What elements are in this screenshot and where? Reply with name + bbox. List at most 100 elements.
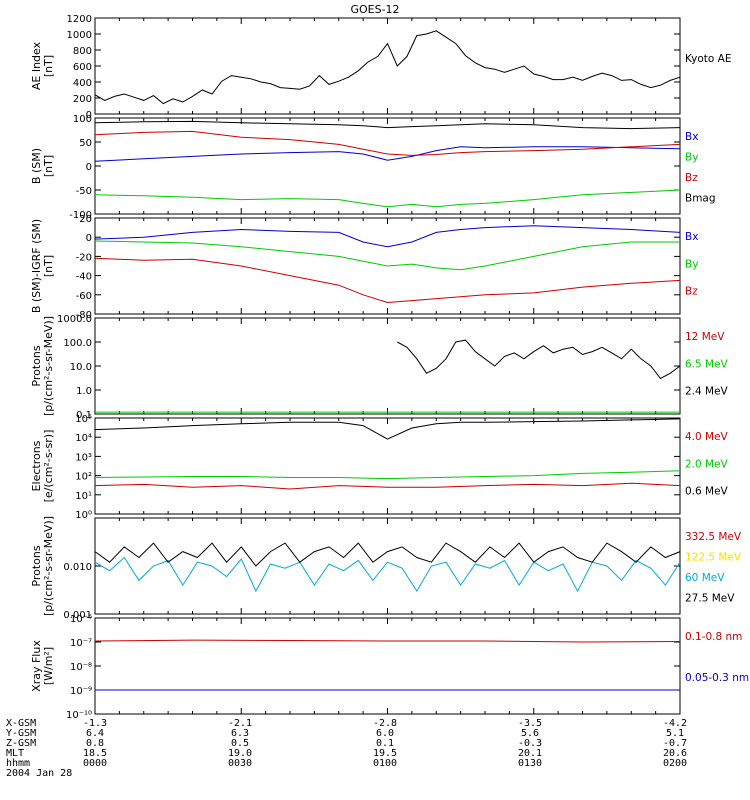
y-tick-label: 1000.0	[57, 314, 92, 325]
y-tick-label: 1.0	[76, 386, 92, 397]
panel-electrons: 10⁰ 10¹ 10² 10³ 10⁴ 10⁵ Electrons [e/(cm²-s-sr)…	[30, 414, 729, 521]
footer-value: 0100	[373, 758, 397, 769]
y-tick-label: 10⁻⁸	[70, 662, 92, 673]
y-tick-label: 400	[73, 78, 92, 89]
legend-entry: Bx	[685, 131, 698, 143]
panel-protons_low: 0.1 1.0 10.0 100.0 1000.0 Protons [p/(cm²-s-sr…	[30, 314, 729, 421]
legend-entry: 2.4 MeV	[685, 386, 729, 398]
series-line-by	[94, 189, 681, 208]
series-line-bz	[94, 130, 681, 156]
footer-value: -3.5	[518, 718, 542, 729]
y-axis-label: [e/(cm²-s-sr)]	[42, 430, 55, 503]
series-line-27-5-mev	[94, 542, 681, 567]
y-axis-label: B (SM)	[30, 148, 43, 184]
footer-value: -0.7	[663, 738, 687, 749]
y-axis-label: [p/(cm²-s-sr-MeV)]	[42, 316, 55, 416]
y-tick-label: 200	[73, 94, 92, 105]
y-tick-label: 10.0	[70, 362, 92, 373]
y-axis-label: [p/(cm²-s-sr-MeV)]	[42, 516, 55, 616]
series-line-kyoto-ae	[94, 30, 681, 105]
y-axis-label: [nT]	[42, 55, 55, 77]
y-tick-label: 0.001	[63, 610, 92, 621]
footer-value: 5.6	[521, 728, 539, 739]
y-tick-label: 20	[79, 214, 92, 225]
series-line-2-4-mev	[397, 339, 681, 380]
footer-value: 6.4	[86, 728, 104, 739]
footer-row-label: MLT	[6, 748, 24, 759]
footer-value: -2.1	[228, 718, 252, 729]
ephemeris-footer: X-GSM -1.3 -2.1 -2.8 -3.5 -4.2 Y-GSM 6.4 6.3 6.0 5…	[6, 718, 687, 779]
legend-entry: 0.05-0.3 nm	[685, 672, 749, 684]
y-tick-label: 10⁻¹⁰	[66, 710, 92, 721]
y-tick-label: 10¹	[75, 491, 92, 502]
legend-entry: Kyoto AE	[685, 53, 731, 65]
footer-value: 6.3	[231, 728, 249, 739]
series-line-0-1-0-8-nm	[94, 639, 681, 643]
legend-entry: 6.5 MeV	[685, 358, 729, 370]
y-axis-label: [nT]	[42, 255, 55, 277]
footer-value: 19.5	[373, 748, 397, 759]
legend-entry: Bz	[685, 286, 698, 298]
y-tick-label: 50	[79, 138, 92, 149]
footer-value: 0.8	[86, 738, 104, 749]
legend-entry: 12 MeV	[685, 331, 725, 343]
y-axis-label: Protons	[30, 545, 43, 586]
series-line-60-mev	[94, 556, 681, 593]
panel-frame	[94, 117, 681, 215]
y-tick-label: 10⁻⁶	[70, 614, 92, 625]
y-tick-label: 1000	[67, 30, 92, 41]
footer-date: 2004 Jan 28	[6, 768, 72, 779]
panel-ae: 0 200 400 600 800 1000 1200 AE Index [nT] Kyoto A…	[30, 14, 731, 121]
y-axis-label: AE Index	[30, 41, 43, 90]
y-axis-label: Xray Flux	[30, 640, 43, 692]
footer-row-label: X-GSM	[6, 718, 36, 729]
y-tick-label: -40	[76, 272, 92, 283]
footer-value: 18.5	[83, 748, 107, 759]
y-tick-label: 10⁰	[75, 510, 92, 521]
panel-frame	[94, 17, 681, 115]
footer-value: -0.3	[518, 738, 542, 749]
panel-frame	[94, 617, 681, 715]
legend-entry: 60 MeV	[685, 572, 725, 584]
panel-protons_high: 0.001 0.010 Protons [p/(cm²-s-sr-MeV)] 332.5…	[30, 516, 742, 621]
y-axis-label: [W/m²]	[42, 647, 55, 685]
y-tick-label: 100	[73, 114, 92, 125]
y-tick-label: 800	[73, 46, 92, 57]
legend-entry: By	[685, 152, 698, 164]
panel-frame	[94, 517, 681, 615]
chart-title: GOES-12	[350, 3, 399, 16]
y-tick-label: 10⁻⁹	[70, 686, 92, 697]
y-axis-label: [nT]	[42, 155, 55, 177]
y-tick-label: 0	[86, 233, 92, 244]
footer-value: 5.1	[666, 728, 684, 739]
footer-value: 0000	[83, 758, 107, 769]
y-tick-label: 0.010	[63, 562, 92, 573]
series-line-0-6-mev	[94, 418, 681, 440]
y-tick-label: 1200	[67, 14, 92, 25]
series-line-bx	[94, 146, 681, 162]
legend-entry: 2.0 MeV	[685, 458, 729, 470]
panel-b_diff: -80 -60 -40 -20 0 20 B (SM)-IGRF (SM) [nT] Bx By B…	[30, 214, 698, 321]
legend-entry: Bz	[685, 172, 698, 184]
panel-frame	[94, 317, 681, 415]
y-tick-label: 0	[86, 162, 92, 173]
panel-frame	[94, 417, 681, 515]
legend-entry: 4.0 MeV	[685, 431, 729, 443]
panel-xray: 10⁻¹⁰ 10⁻⁹ 10⁻⁸ 10⁻⁷ 10⁻⁶ Xray Flux [W/m²] 0.1-…	[30, 614, 749, 721]
y-tick-label: 10³	[75, 452, 92, 463]
footer-value: -2.8	[373, 718, 397, 729]
footer-value: 19.0	[228, 748, 252, 759]
series-line-bz	[94, 257, 681, 304]
footer-value: 20.1	[518, 748, 542, 759]
series-line-by	[94, 240, 680, 271]
footer-value: 0030	[228, 758, 252, 769]
legend-entry: 332.5 MeV	[685, 531, 742, 543]
series-line-2-0-mev	[94, 470, 681, 480]
footer-value: 0130	[518, 758, 542, 769]
y-tick-label: 10⁻⁷	[70, 638, 92, 649]
footer-value: 0200	[663, 758, 687, 769]
y-tick-label: -60	[76, 291, 92, 302]
footer-row-label: Y-GSM	[6, 728, 36, 739]
